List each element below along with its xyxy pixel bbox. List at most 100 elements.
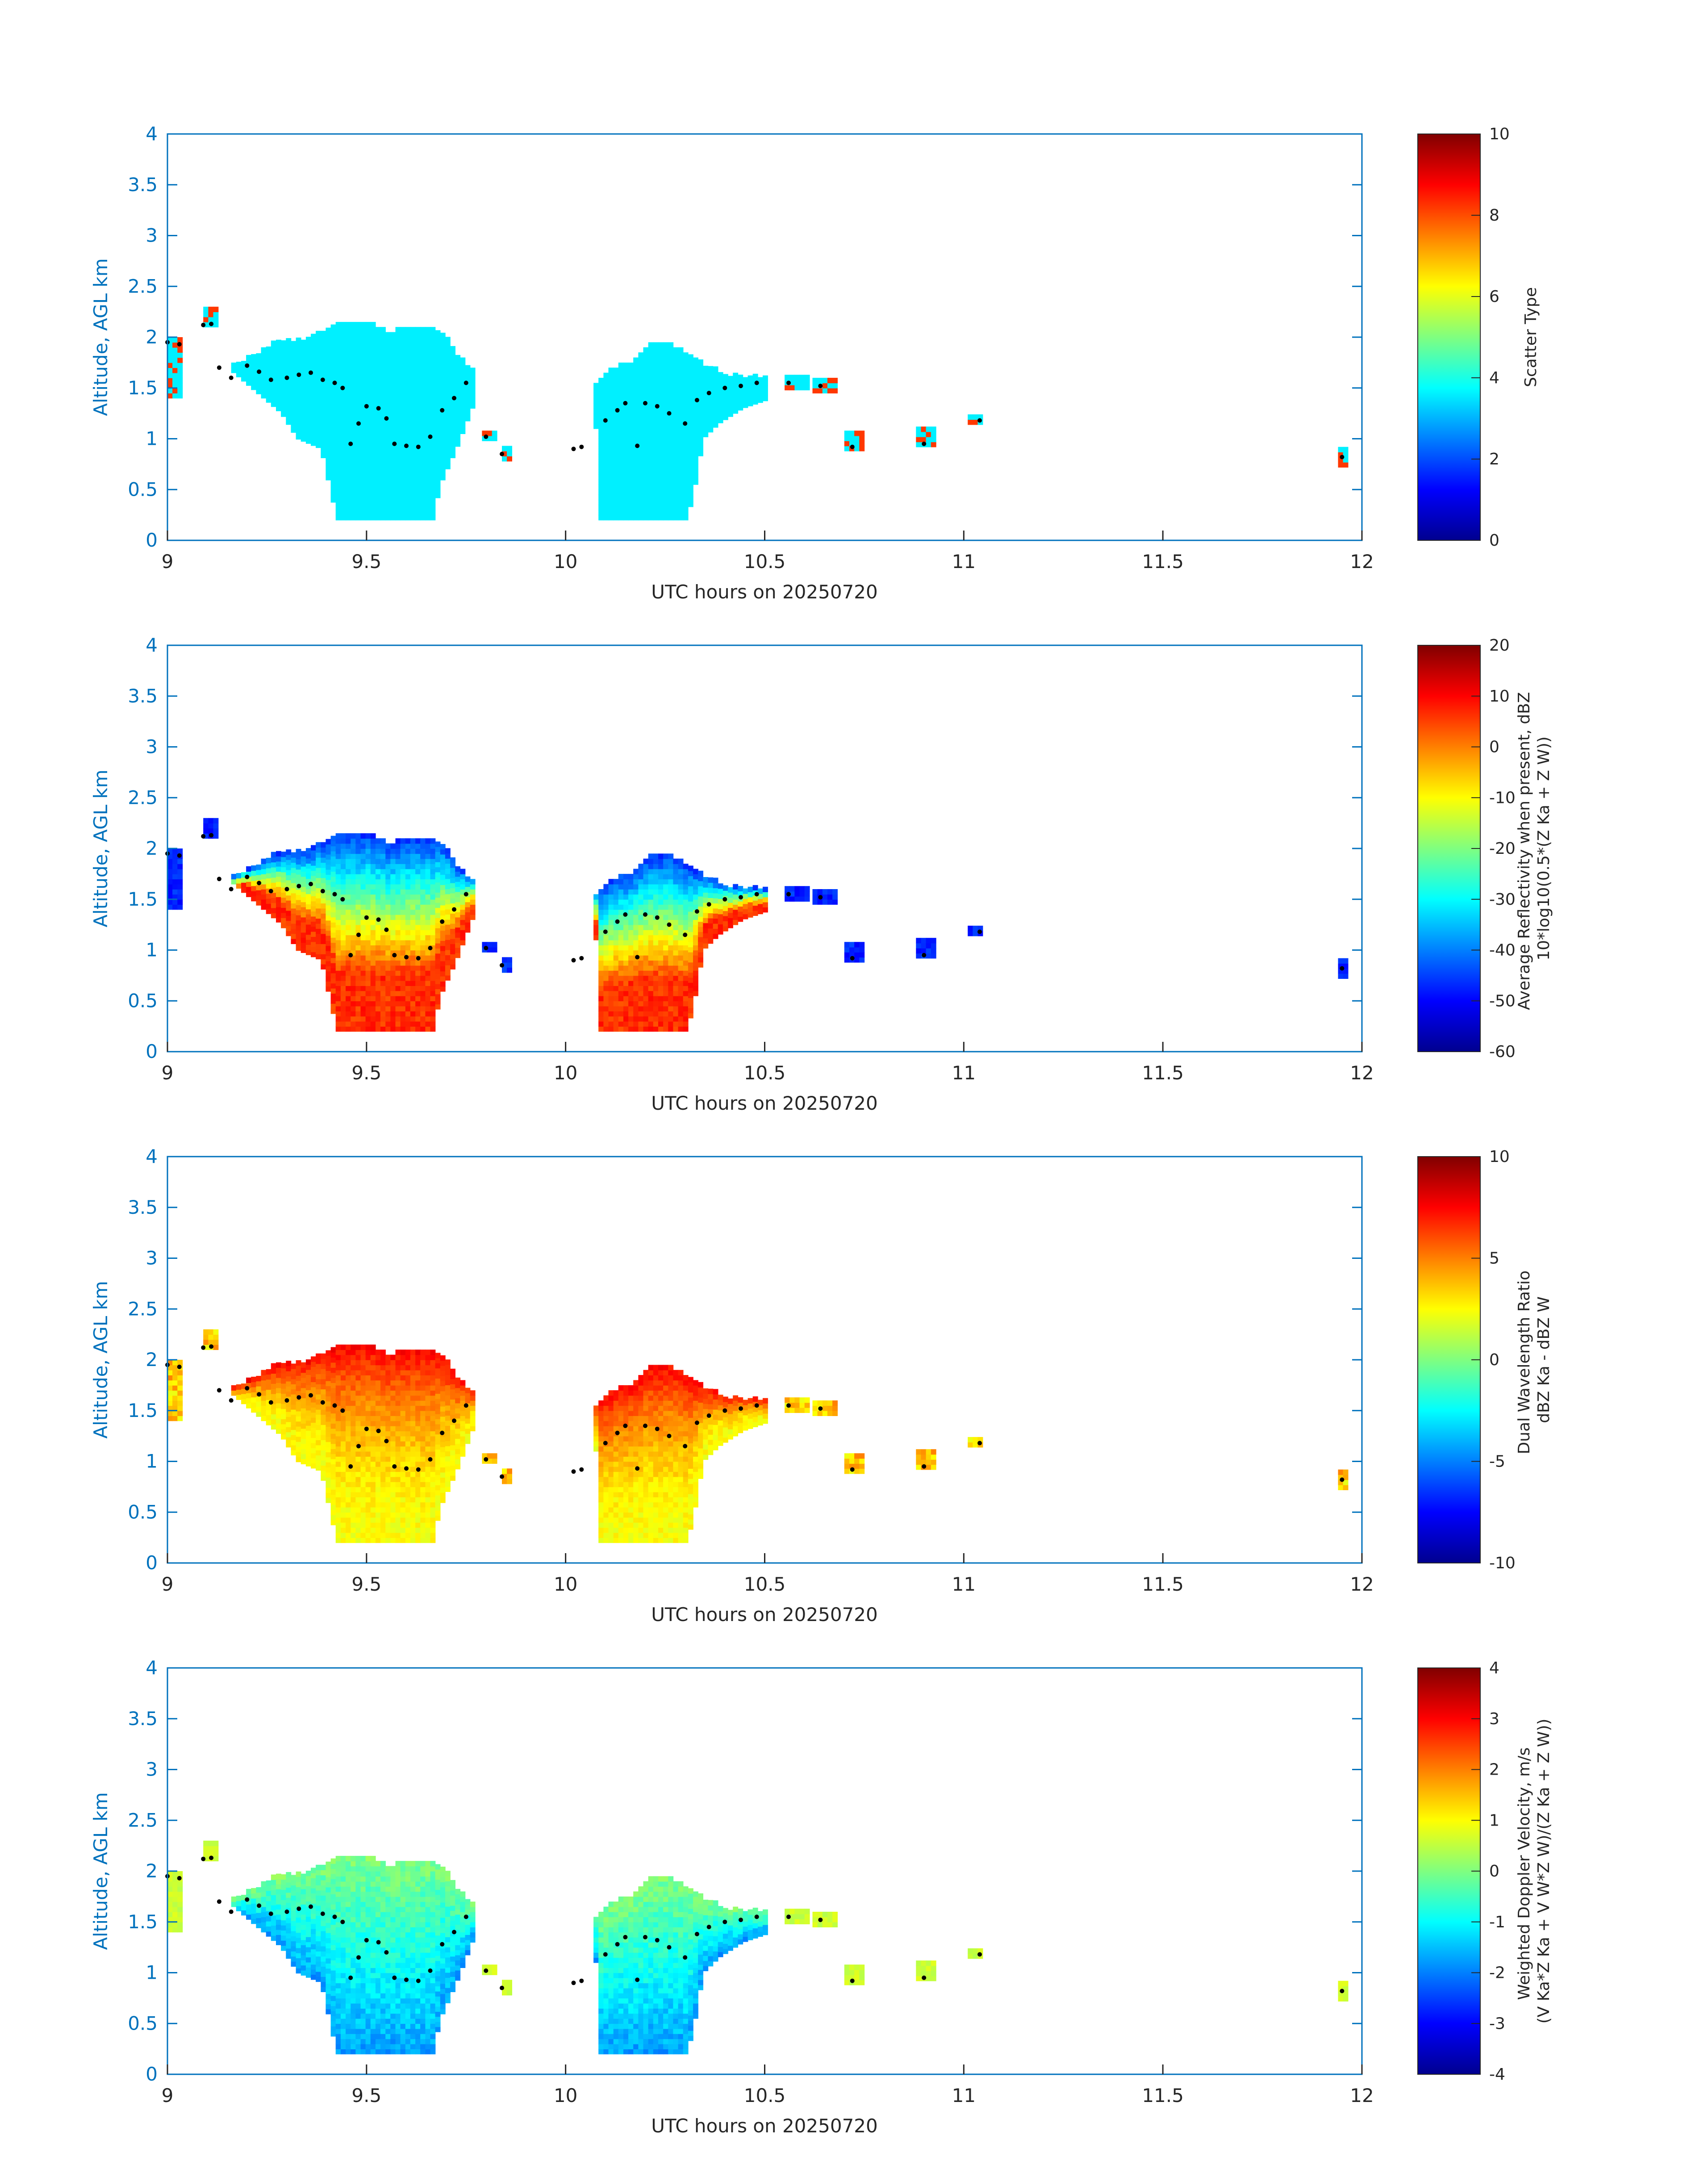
heatmap-cell	[177, 889, 183, 895]
heatmap-cell	[326, 1442, 331, 1447]
heatmap-cell	[335, 357, 341, 363]
heatmap-cell	[340, 1471, 346, 1477]
heatmap-cell	[375, 950, 381, 956]
trace-point	[603, 929, 608, 934]
heatmap-cell	[380, 869, 386, 874]
heatmap-cell	[598, 439, 604, 444]
heatmap-cell	[380, 1021, 386, 1027]
heatmap-cell	[321, 361, 326, 367]
heatmap-cell	[271, 1393, 276, 1399]
heatmap-cell	[623, 393, 629, 399]
heatmap-cell	[346, 975, 351, 981]
heatmap-cell	[430, 955, 436, 961]
heatmap-cell	[425, 879, 431, 885]
heatmap-cell	[321, 1450, 326, 1456]
heatmap-cell	[355, 899, 361, 905]
heatmap-cell	[167, 383, 173, 389]
heatmap-cell	[251, 359, 257, 365]
heatmap-cell	[281, 366, 286, 372]
heatmap-cell	[435, 983, 441, 990]
heatmap-cell	[385, 362, 391, 368]
heatmap-cell	[613, 970, 619, 976]
heatmap-cell	[266, 878, 271, 884]
heatmap-cell	[693, 970, 698, 976]
heatmap-cell	[330, 886, 336, 892]
heatmap-cell	[623, 1016, 629, 1022]
heatmap-cell	[623, 1011, 629, 1017]
heatmap-cell	[713, 903, 718, 909]
heatmap-cell	[351, 413, 356, 419]
heatmap-cell	[698, 405, 703, 411]
heatmap-cell	[648, 357, 654, 363]
heatmap-cell	[346, 990, 351, 996]
heatmap-cell	[261, 393, 267, 399]
heatmap-cell	[708, 412, 714, 418]
heatmap-cell	[281, 360, 286, 366]
heatmap-cell	[638, 1001, 644, 1007]
heatmap-cell	[415, 914, 421, 920]
heatmap-cell	[405, 838, 411, 844]
heatmap-cell	[663, 347, 668, 353]
heatmap-cell	[618, 500, 624, 506]
heatmap-cell	[722, 926, 728, 932]
heatmap-cell	[415, 505, 421, 510]
heatmap-cell	[415, 494, 421, 500]
heatmap-cell	[360, 853, 366, 859]
heatmap-cell	[370, 398, 376, 404]
heatmap-cell	[380, 975, 386, 981]
heatmap-cell	[415, 864, 421, 869]
heatmap-cell	[256, 885, 262, 890]
heatmap-cell	[380, 368, 386, 373]
heatmap-cell	[365, 423, 371, 429]
heatmap-cell	[326, 971, 331, 977]
heatmap-cell	[305, 919, 311, 925]
heatmap-cell	[728, 376, 733, 381]
heatmap-cell	[395, 449, 401, 455]
heatmap-cell	[301, 866, 306, 872]
heatmap-cell	[390, 1011, 396, 1017]
heatmap-cell	[738, 911, 743, 917]
heatmap-cell	[281, 892, 286, 898]
heatmap-cell	[405, 869, 411, 874]
heatmap-cell	[450, 452, 455, 458]
heatmap-cell	[286, 1427, 292, 1433]
heatmap-cell	[395, 479, 401, 485]
heatmap-cell	[613, 383, 619, 389]
heatmap-cell	[370, 469, 376, 475]
heatmap-cell	[663, 439, 668, 444]
heatmap-cell	[400, 439, 406, 444]
heatmap-cell	[301, 927, 306, 933]
heatmap-cell	[628, 986, 634, 991]
heatmap-cell	[430, 848, 436, 854]
heatmap-cell	[380, 864, 386, 869]
heatmap-cell	[663, 398, 668, 404]
heatmap-cell	[445, 418, 451, 424]
heatmap-cell	[380, 494, 386, 500]
heatmap-cell	[678, 873, 684, 880]
heatmap-cell	[296, 388, 301, 394]
heatmap-cell	[251, 384, 257, 390]
heatmap-cell	[276, 360, 281, 366]
heatmap-cell	[425, 500, 431, 506]
heatmap-cell	[316, 1368, 321, 1375]
heatmap-cell	[385, 347, 391, 353]
heatmap-cell	[335, 347, 341, 353]
heatmap-cell	[291, 1419, 296, 1425]
heatmap-cell	[603, 515, 609, 521]
heatmap-cell	[172, 342, 178, 348]
heatmap-cell	[613, 914, 619, 920]
heatmap-cell	[482, 430, 488, 436]
heatmap-cell	[688, 921, 693, 927]
heatmap-cell	[603, 474, 609, 480]
heatmap-cell	[693, 940, 698, 945]
heatmap-cell	[355, 378, 361, 384]
heatmap-cell	[316, 873, 321, 878]
heatmap-cell	[613, 474, 619, 480]
heatmap-cell	[340, 1441, 346, 1447]
heatmap-cell	[450, 386, 455, 393]
heatmap-cell	[673, 919, 679, 925]
heatmap-cell	[435, 872, 441, 877]
heatmap-cell	[365, 975, 371, 981]
heatmap-cell	[603, 904, 609, 910]
colorbar-tick-label: 6	[1489, 288, 1499, 306]
